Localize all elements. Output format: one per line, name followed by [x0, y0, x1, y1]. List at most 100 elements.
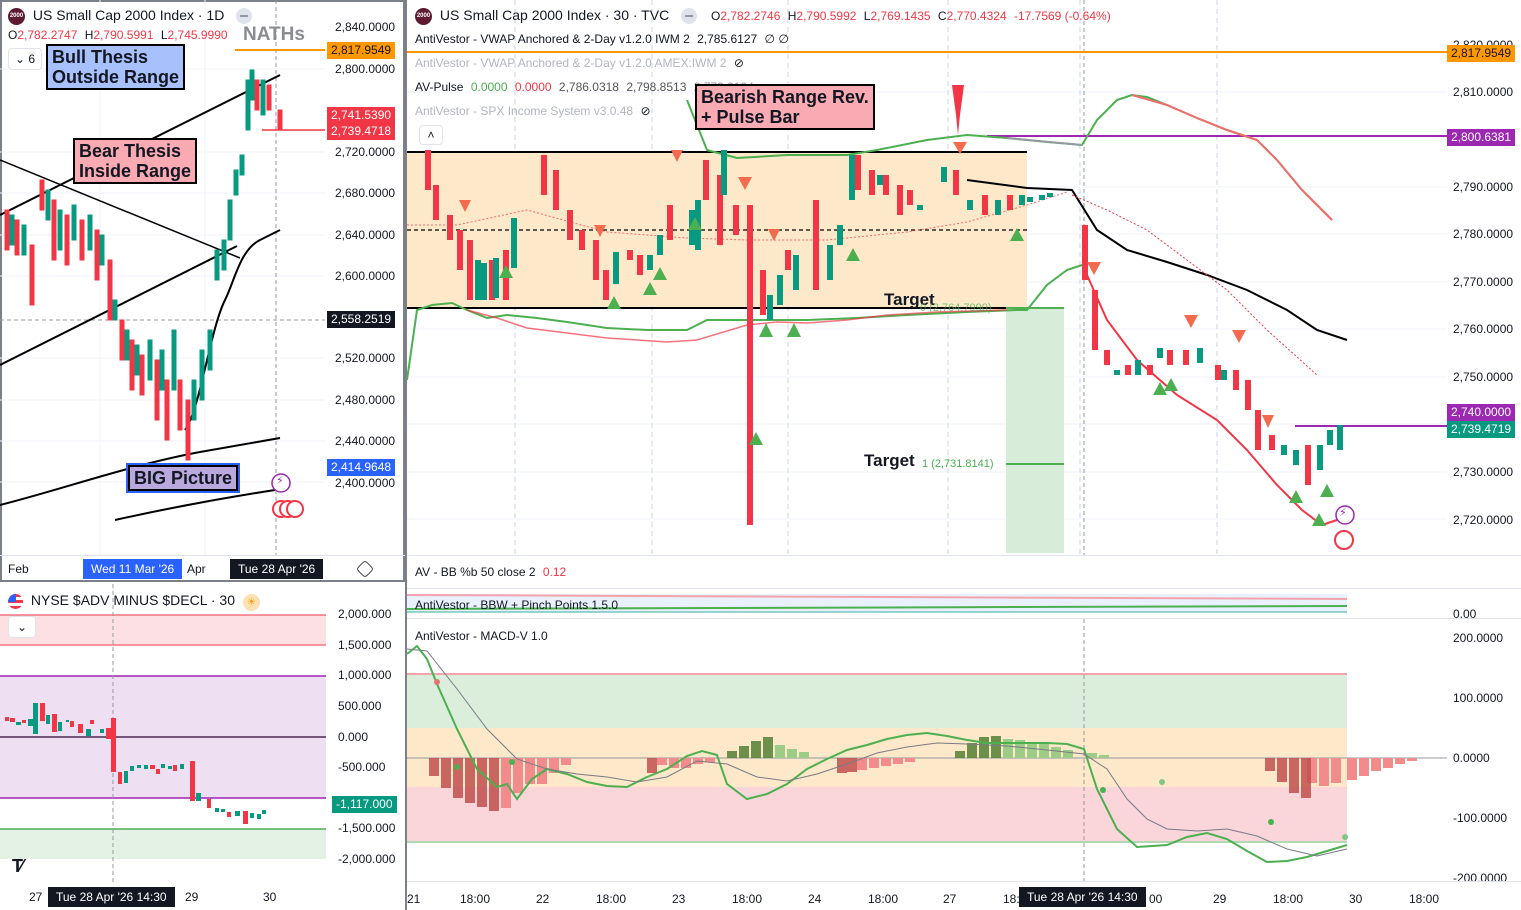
last-price-tag: 2,739.4718 — [327, 123, 396, 140]
macd-legend[interactable]: AntiVestor - MACD-V 1.0 — [415, 629, 552, 643]
bbw-legend[interactable]: AntiVestor - BBW + Pinch Points 1.5.0 — [415, 598, 622, 612]
ohlc-high-value: 2,790.5991 — [93, 28, 154, 42]
lightning-icon[interactable]: ⚡ — [1339, 507, 1347, 519]
bbw-pane[interactable]: AntiVestor - BBW + Pinch Points 1.5.0 0.… — [407, 588, 1521, 618]
price-tick: 2,780.0000 — [1453, 227, 1514, 241]
price-tick: 2,640.0000 — [335, 228, 396, 242]
price-tick: 0.000 — [338, 730, 369, 744]
bb-legend[interactable]: AV - BB %b 50 close 2 0.12 — [415, 565, 570, 579]
ohlc-high-label: H — [84, 28, 94, 42]
bull-thesis-line2: Outside Range — [52, 67, 180, 87]
us-flag-event-icon[interactable] — [1336, 532, 1352, 548]
market-hours-sun-icon[interactable]: ☀ — [242, 594, 260, 611]
price-tick: -2,000.000 — [338, 852, 396, 866]
time-tick: 18:00 — [868, 892, 899, 906]
low-price-tag: 2,414.9648 — [327, 459, 396, 476]
intraday-time-axis[interactable]: 21 18:00 22 18:00 23 18:00 24 18:00 27 1… — [407, 881, 1521, 910]
hide-legend-button[interactable] — [236, 8, 253, 25]
indicator-legend-av-pulse[interactable]: AV-Pulse 0.0000 0.0000 2,786.0318 2,798.… — [415, 80, 758, 94]
eye-hidden-icon[interactable]: ⊘ — [640, 104, 651, 118]
daily-chart-frame — [0, 0, 405, 582]
daily-symbol-legend[interactable]: 2000 US Small Cap 2000 Index · 1D — [8, 7, 256, 25]
intraday-symbol-title[interactable]: US Small Cap 2000 Index · 30 · TVC — [439, 7, 670, 23]
price-tick: 2,750.0000 — [1453, 370, 1514, 384]
lightning-icon[interactable]: ⚡ — [276, 475, 284, 487]
target2-label[interactable]: Target — [864, 451, 915, 470]
price-tick: 2,400.0000 — [335, 476, 396, 490]
indicator-extra: ∅ ∅ — [764, 32, 789, 46]
us-flag-event-icon[interactable] — [274, 502, 288, 516]
price-tick: 2,810.0000 — [1453, 85, 1514, 99]
macd-pane[interactable]: AntiVestor - MACD-V 1.0 200.0000 100.000… — [407, 618, 1521, 881]
crosshair-price-tag: 2,558.2519 — [327, 311, 396, 328]
level-price-tag: 2,740.0000 — [1447, 404, 1516, 421]
daily-price-axis[interactable]: 2,840.0000 2,800.0000 2,720.0000 2,680.0… — [325, 0, 405, 555]
price-tick: 2,440.0000 — [335, 434, 396, 448]
bearish-range-reversal-annotation[interactable]: Bearish Range Rev. + Pulse Bar — [695, 84, 875, 130]
naths-price-tag: 2,817.9549 — [1447, 45, 1516, 62]
indicator-name: AntiVestor - VWAP Anchored & 2-Day v1.2.… — [415, 32, 690, 46]
bear-thesis-annotation[interactable]: Bear Thesis Inside Range — [73, 138, 198, 184]
indicator-legend-vwap[interactable]: AntiVestor - VWAP Anchored & 2-Day v1.2.… — [415, 32, 793, 46]
bb-percent-b-pane[interactable]: AV - BB %b 50 close 2 0.12 — [407, 555, 1521, 588]
intraday-chart-pane[interactable]: ⚡ 2000 US Small Cap 2000 Index · 30 · TV… — [407, 0, 1521, 555]
intraday-symbol-legend[interactable]: 2000 US Small Cap 2000 Index · 30 · TVC … — [415, 7, 1119, 25]
breadth-collapse-button[interactable]: ⌄ — [8, 616, 36, 638]
daily-time-axis[interactable]: Feb Wed 11 Mar '26 Apr Tue 28 Apr '26 — [0, 555, 405, 582]
indicator-value: 0.0000 — [470, 80, 508, 94]
indicator-legend-vwap-amex[interactable]: AntiVestor - VWAP Anchored & 2-Day v1.2.… — [415, 56, 748, 70]
price-tick: 2,790.0000 — [1453, 180, 1514, 194]
chevron-down-icon: ⌄ — [16, 620, 28, 634]
last-price-tag: 2,739.4719 — [1447, 421, 1516, 438]
ohlc-low-value: 2,745.9990 — [167, 28, 228, 42]
indicator-value: 2,786.0318 — [558, 80, 619, 94]
breadth-symbol-legend[interactable]: NYSE $ADV MINUS $DECL · 30 ☀ — [8, 592, 264, 611]
time-tick: 30 — [263, 890, 277, 904]
ohlc-high-value: 2,790.5992 — [796, 9, 857, 23]
macd-axis[interactable]: 200.0000 100.0000 0.0000 -100.0000 -200.… — [1447, 619, 1521, 881]
pane-splitter[interactable] — [405, 0, 407, 910]
price-tick: 200.0000 — [1453, 631, 1504, 645]
chevron-up-icon: ˄ — [427, 128, 435, 142]
bearish-line1: Bearish Range Rev. — [701, 87, 869, 107]
daily-symbol-title[interactable]: US Small Cap 2000 Index · 1D — [32, 7, 225, 23]
intraday-chart-canvas — [407, 0, 1447, 555]
time-tick: Feb — [8, 562, 29, 576]
index-logo: 2000 — [8, 7, 25, 25]
breadth-symbol-title[interactable]: NYSE $ADV MINUS $DECL · 30 — [30, 592, 235, 608]
price-tick: 2,520.0000 — [335, 351, 396, 365]
breadth-chart-pane[interactable]: NYSE $ADV MINUS $DECL · 30 ☀ ⌄ T⁄ 2,000.… — [0, 584, 405, 910]
price-tick: -500.000 — [338, 760, 386, 774]
index-logo: 2000 — [415, 7, 432, 25]
time-tick: 30 — [1349, 892, 1363, 906]
price-tick: 2,760.0000 — [1453, 322, 1514, 336]
breadth-price-axis[interactable]: 2,000.000 1,500.000 1,000.000 500.000 0.… — [326, 584, 405, 884]
legend-collapse-button[interactable]: ˄ — [419, 125, 443, 145]
bull-thesis-annotation[interactable]: Bull Thesis Outside Range — [46, 44, 186, 90]
chart-settings-gear-icon[interactable] — [355, 559, 375, 579]
hide-legend-button[interactable] — [681, 8, 698, 25]
price-tick: 2,600.0000 — [335, 269, 396, 283]
price-tick: 2,770.0000 — [1453, 275, 1514, 289]
price-tick: 0.0000 — [1453, 751, 1490, 765]
macd-canvas — [407, 619, 1447, 881]
indicator-name: AntiVestor - BBW + Pinch Points 1.5.0 — [415, 598, 619, 612]
price-tick: -1,500.000 — [338, 821, 396, 835]
ohlc-change-value: -17.7569 (-0.64%) — [1013, 9, 1111, 23]
time-tick: 18: — [1003, 892, 1020, 906]
daily-chart-pane[interactable]: ⚡ 2000 US Small Cap 2000 Index · 1D O2,7… — [0, 0, 405, 582]
price-tick: 500.000 — [338, 699, 382, 713]
eye-hidden-icon[interactable]: ⊘ — [733, 56, 744, 70]
indicator-legend-spx-income[interactable]: AntiVestor - SPX Income System v3.0.48 ⊘ — [415, 104, 655, 118]
tradingview-logo[interactable]: T⁄ — [12, 856, 23, 876]
time-tick: 24 — [808, 892, 822, 906]
time-tick: 18:00 — [460, 892, 491, 906]
time-tick: 22 — [536, 892, 550, 906]
indicators-collapse-button[interactable]: ⌄ 6 — [8, 48, 42, 70]
indicator-value: 2,785.6127 — [697, 32, 758, 46]
breadth-time-axis[interactable]: 27 Tue 28 Apr '26 14:30 29 30 — [0, 884, 405, 910]
intraday-price-axis[interactable]: 2,820.0000 2,810.0000 2,790.0000 2,780.0… — [1447, 0, 1521, 555]
target1-label[interactable]: Target — [884, 290, 935, 309]
indicator-value: 0.0000 — [514, 80, 552, 94]
big-picture-annotation[interactable]: BIG Picture — [125, 463, 241, 493]
